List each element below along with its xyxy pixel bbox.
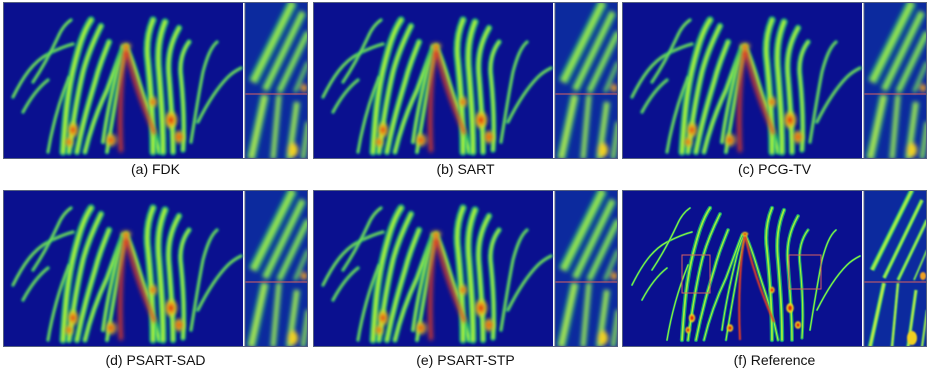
panel-c: (c) PCG-TV <box>622 2 927 187</box>
reconstruction-image <box>622 2 927 159</box>
panel-f: (f) Reference <box>622 190 927 375</box>
panel-caption: (f) Reference <box>733 352 816 368</box>
panel-caption: (a) FDK <box>131 161 180 177</box>
reconstruction-image <box>3 190 308 347</box>
reconstruction-image <box>313 190 618 347</box>
panel-b: (b) SART <box>313 2 618 187</box>
panel-a: (a) FDK <box>3 2 308 187</box>
panel-caption: (c) PCG-TV <box>737 161 812 177</box>
reconstruction-image <box>313 2 618 159</box>
panel-caption: (b) SART <box>436 161 495 177</box>
panel-e: (e) PSART-STP <box>313 190 618 375</box>
reconstruction-image <box>622 190 927 347</box>
reconstruction-image <box>3 2 308 159</box>
panel-caption: (d) PSART-SAD <box>105 352 206 368</box>
panel-d: (d) PSART-SAD <box>3 190 308 375</box>
panel-caption: (e) PSART-STP <box>416 352 515 368</box>
